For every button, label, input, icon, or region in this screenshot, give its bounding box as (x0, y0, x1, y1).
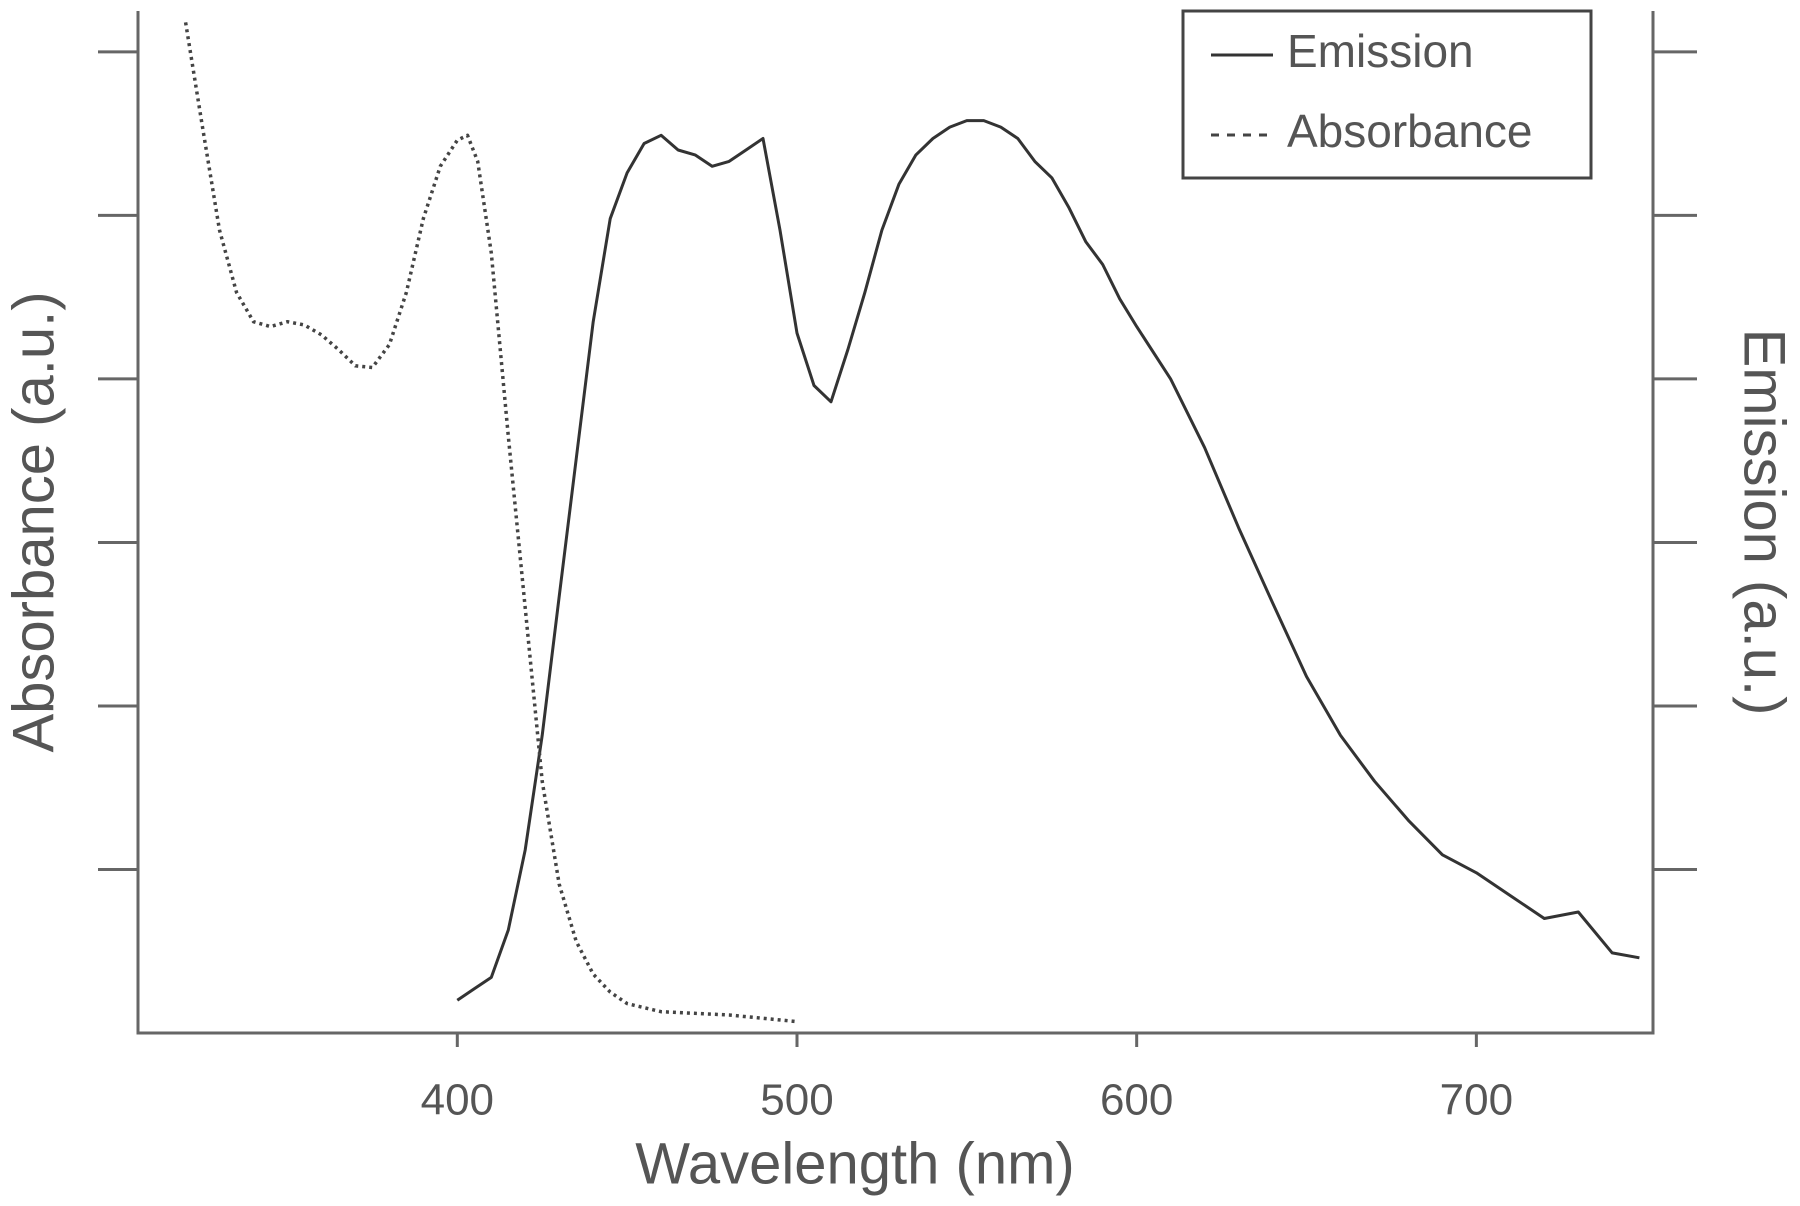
y2-axis-label: Emission (a.u.) (1732, 329, 1797, 716)
x-tick-label: 400 (421, 1076, 494, 1125)
series-line (183, 22, 798, 1024)
legend-label: Absorbance (1287, 105, 1533, 157)
x-tick-label: 500 (760, 1076, 833, 1125)
axes-frame (136, 11, 1655, 1035)
y-axis-label: Absorbance (a.u.) (1, 291, 66, 752)
legend-box (1181, 9, 1593, 180)
x-tick-label: 600 (1100, 1076, 1173, 1125)
x-axis-label: Wavelength (nm) (635, 1131, 1074, 1196)
plot-area (183, 22, 1640, 1024)
legend-label: Emission (1287, 25, 1474, 77)
x-tick-label: 700 (1440, 1076, 1513, 1125)
series-line (456, 119, 1640, 1002)
